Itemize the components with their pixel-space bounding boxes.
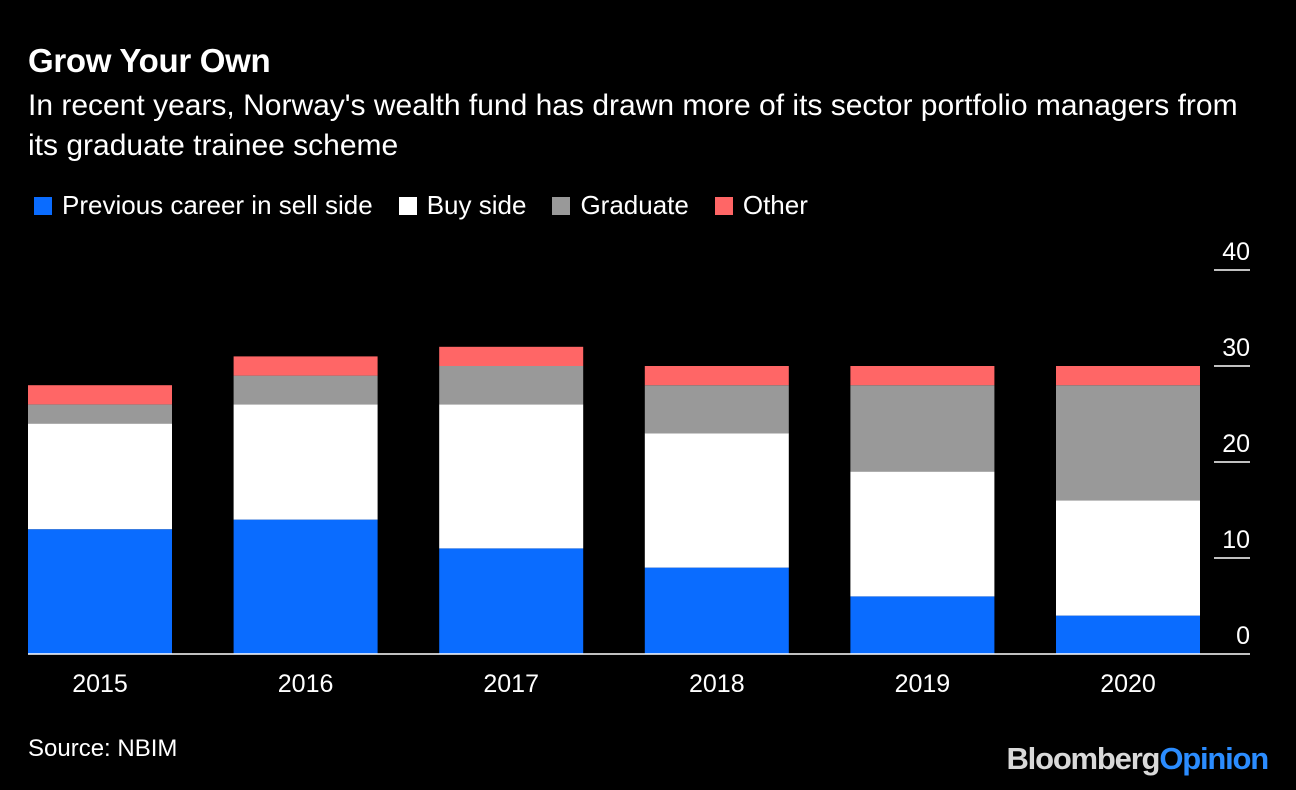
x-tick-label-2017: 2017 xyxy=(483,670,539,698)
x-tick-label-2016: 2016 xyxy=(278,670,334,698)
legend-label-buy-side: Buy side xyxy=(426,190,527,220)
legend-swatch-buy-side xyxy=(398,196,417,215)
bar-2017-series-4 xyxy=(439,346,584,366)
bar-2015-series-4 xyxy=(28,385,172,405)
y-tick-label-10: 10 xyxy=(1222,526,1250,554)
bar-2018-series-1 xyxy=(644,567,789,654)
bar-2018-series-2 xyxy=(644,433,789,568)
legend-item-graduate: Graduate xyxy=(552,190,689,221)
bar-2019-series-2 xyxy=(850,471,995,597)
bar-2015-series-2 xyxy=(28,423,172,530)
legend-swatch-other xyxy=(714,196,733,215)
bar-2019-series-3 xyxy=(850,385,995,472)
source-note: Source: NBIM xyxy=(28,735,178,762)
bar-2015-series-1 xyxy=(28,529,172,654)
bar-2016-series-4 xyxy=(233,356,378,376)
legend-item-buy-side: Buy side xyxy=(398,190,527,221)
chart-subtitle: In recent years, Norway's wealth fund ha… xyxy=(28,89,1238,162)
bar-2019-series-1 xyxy=(850,596,995,654)
bar-2017-series-3 xyxy=(439,366,584,405)
y-tick-label-0: 0 xyxy=(1236,622,1250,650)
x-tick-label-2018: 2018 xyxy=(689,670,745,698)
logo-part-bloomberg: Bloomberg xyxy=(1006,741,1160,776)
bar-2020-series-2 xyxy=(1056,500,1200,616)
bar-2020-series-4 xyxy=(1056,366,1200,386)
y-tick-label-20: 20 xyxy=(1222,430,1250,458)
x-tick-label-2015: 2015 xyxy=(72,670,128,698)
x-tick-label-2020: 2020 xyxy=(1100,670,1156,698)
legend-label-graduate: Graduate xyxy=(580,190,689,220)
bar-2019-series-4 xyxy=(850,366,995,386)
y-tick-label-40: 40 xyxy=(1222,238,1250,266)
legend-label-other: Other xyxy=(742,190,808,220)
x-tick-label-2019: 2019 xyxy=(895,670,951,698)
bar-2018-series-4 xyxy=(644,366,789,386)
legend-item-other: Other xyxy=(714,190,808,221)
legend-swatch-sell-side xyxy=(34,196,52,215)
bar-2016-series-2 xyxy=(233,404,378,520)
legend-item-sell-side: Previous career in sell side xyxy=(34,190,373,221)
bar-2016-series-1 xyxy=(233,519,378,654)
bloomberg-opinion-logo: BloombergOpinion xyxy=(1006,741,1269,776)
bar-2016-series-3 xyxy=(233,375,378,405)
y-tick-label-30: 30 xyxy=(1222,334,1250,362)
bar-2020-series-1 xyxy=(1056,615,1200,654)
logo-part-opinion: Opinion xyxy=(1159,741,1269,776)
legend-swatch-graduate xyxy=(552,196,571,215)
legend-label-sell-side: Previous career in sell side xyxy=(62,190,373,220)
legend: Previous career in sell side Buy side Gr… xyxy=(34,190,834,221)
bar-2015-series-3 xyxy=(28,404,172,424)
bar-2017-series-1 xyxy=(439,548,584,654)
bar-2017-series-2 xyxy=(439,404,584,549)
bar-2020-series-3 xyxy=(1056,385,1200,501)
bar-2018-series-3 xyxy=(644,385,789,434)
chart-title: Grow Your Own xyxy=(28,42,271,79)
